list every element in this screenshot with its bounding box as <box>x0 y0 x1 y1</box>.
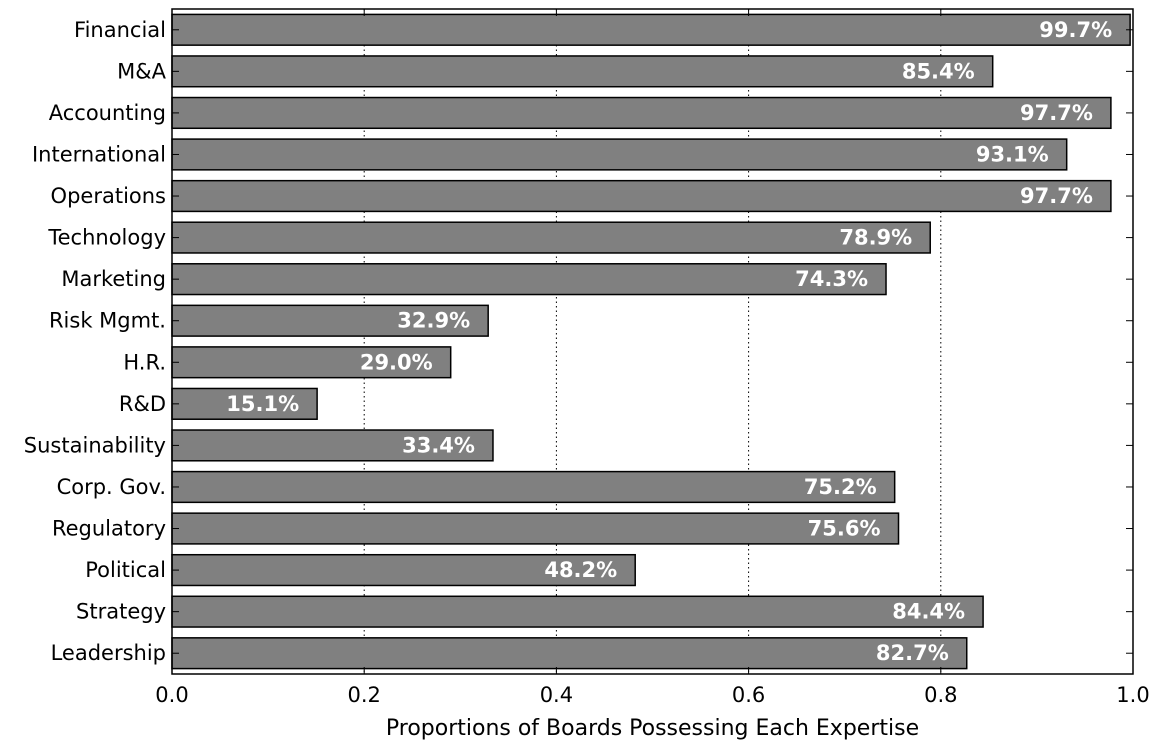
bar <box>171 346 452 379</box>
data-label: 74.3% <box>795 267 868 291</box>
bar <box>171 470 896 504</box>
data-label: 84.4% <box>892 600 965 624</box>
category-label: Financial <box>74 18 166 42</box>
bar <box>171 263 887 296</box>
bars-group: 99.7% 85.4% 97.7% 93.1% 97.7% 78.9% 74.3% 32.9%… <box>171 13 1131 670</box>
x-tick-label: 0.0 <box>155 683 188 707</box>
x-tick-label: 0.6 <box>732 683 765 707</box>
data-label: 99.7% <box>1039 18 1112 42</box>
category-label: Political <box>85 558 166 582</box>
data-label: 78.9% <box>839 226 912 250</box>
x-tick-label: 0.2 <box>347 683 380 707</box>
x-axis-title: Proportions of Boards Possessing Each Ex… <box>386 716 919 741</box>
bar <box>171 179 1112 213</box>
x-tick-label: 1.0 <box>1116 683 1149 707</box>
data-label: 82.7% <box>876 641 949 665</box>
axes <box>171 8 1134 675</box>
category-label: Regulatory <box>52 517 166 541</box>
bar <box>171 387 318 420</box>
data-label: 85.4% <box>902 59 975 83</box>
category-label: Strategy <box>76 600 166 624</box>
data-label: 75.2% <box>804 475 877 499</box>
x-tick-label: 0.4 <box>540 683 573 707</box>
bar <box>171 595 984 628</box>
category-label: Risk Mgmt. <box>49 309 166 333</box>
bar <box>171 55 994 88</box>
bar <box>171 512 900 545</box>
category-label: Corp. Gov. <box>57 475 166 499</box>
data-label: 33.4% <box>402 433 475 457</box>
category-label: Technology <box>47 226 166 250</box>
data-label: 29.0% <box>360 350 433 374</box>
bar <box>171 221 931 254</box>
data-label: 32.9% <box>397 309 470 333</box>
category-label: Sustainability <box>24 433 166 457</box>
data-label: 15.1% <box>226 392 299 416</box>
category-label: Marketing <box>61 267 166 291</box>
bar <box>171 637 968 670</box>
data-label: 93.1% <box>976 142 1049 166</box>
category-label: M&A <box>117 59 166 83</box>
bar <box>171 304 489 337</box>
category-label: International <box>32 142 166 166</box>
data-label: 97.7% <box>1020 184 1093 208</box>
data-label: 48.2% <box>544 558 617 582</box>
category-label: H.R. <box>123 350 166 374</box>
data-label: 75.6% <box>808 517 881 541</box>
category-label: Operations <box>51 184 166 208</box>
bar <box>171 96 1112 130</box>
data-label: 97.7% <box>1020 101 1093 125</box>
bar <box>171 138 1068 171</box>
x-tick-labels: 0.0 0.2 0.4 0.6 0.8 1.0 <box>155 683 1149 707</box>
category-labels: Financial M&A Accounting International Opera… <box>24 18 167 665</box>
plot-frame <box>171 8 1134 675</box>
bar <box>171 13 1131 46</box>
x-tick-label: 0.8 <box>924 683 957 707</box>
category-label: Leadership <box>51 641 166 665</box>
category-label: R&D <box>119 392 166 416</box>
category-label: Accounting <box>49 101 166 125</box>
